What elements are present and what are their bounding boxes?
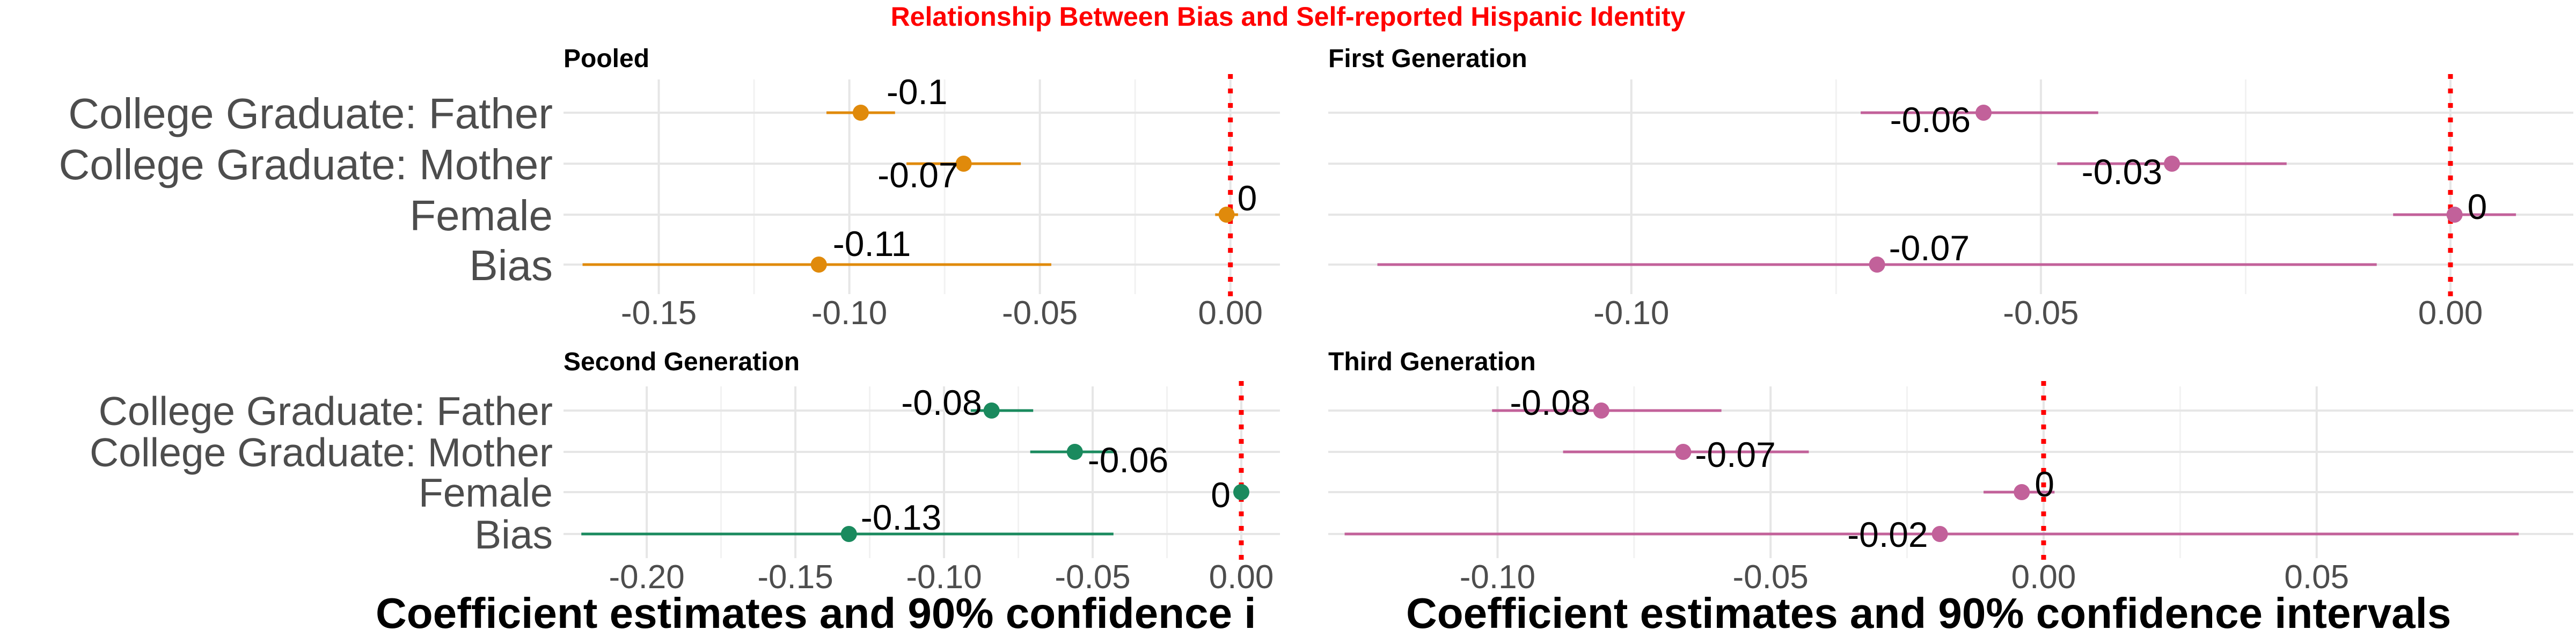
x-tick-label: -0.05	[1002, 295, 1078, 332]
value-label-female: 0	[1211, 475, 1231, 515]
x-tick-label: -0.10	[811, 295, 887, 332]
x-axis-label-left: Coefficient estimates and 90% confidence…	[376, 589, 1256, 637]
panel-title: Third Generation	[1328, 348, 1536, 376]
value-label-college-graduate-mother: -0.07	[1695, 435, 1775, 474]
value-label-bias: -0.13	[861, 497, 941, 537]
x-tick-label: 0.00	[2011, 559, 2076, 596]
point-college-graduate-mother	[2164, 156, 2180, 172]
figure-title: Relationship Between Bias and Self-repor…	[891, 2, 1686, 32]
point-female	[1233, 484, 1249, 500]
value-label-college-graduate-mother: -0.06	[1088, 440, 1168, 480]
point-bias	[810, 257, 827, 273]
x-tick-label: 0.00	[2418, 295, 2483, 332]
category-label-bias: Bias	[474, 512, 553, 557]
value-label-college-graduate-father: -0.08	[1510, 383, 1590, 422]
x-tick-label: -0.10	[906, 559, 982, 596]
point-college-graduate-mother	[1066, 444, 1083, 460]
x-tick-label: -0.20	[609, 559, 684, 596]
panel-title: Pooled	[564, 45, 649, 73]
x-tick-label: -0.05	[1055, 559, 1130, 596]
point-bias	[1869, 257, 1885, 273]
value-label-female: 0	[2035, 464, 2054, 504]
category-label-bias: Bias	[469, 241, 553, 289]
category-label-college-graduate-father: College Graduate: Father	[68, 90, 553, 137]
x-tick-label: -0.05	[2003, 295, 2079, 332]
point-bias	[1931, 526, 1948, 542]
value-label-college-graduate-father: -0.1	[887, 72, 948, 112]
x-tick-label: -0.05	[1733, 559, 1809, 596]
value-label-college-graduate-mother: -0.07	[877, 155, 958, 195]
panel-third-generation: Third Generation -0.08 -0.07 0 -0.02 -0.10 -0.…	[1328, 348, 2573, 596]
x-tick-label: -0.10	[1460, 559, 1535, 596]
category-label-college-graduate-mother: College Graduate: Mother	[90, 430, 553, 475]
point-college-graduate-mother	[1675, 444, 1692, 460]
x-tick-label: -0.15	[757, 559, 833, 596]
panel-title: Second Generation	[564, 348, 800, 376]
point-college-graduate-father	[1975, 105, 1992, 121]
point-college-graduate-father	[852, 105, 869, 121]
value-label-college-graduate-father: -0.08	[901, 383, 982, 422]
category-label-college-graduate-father: College Graduate: Father	[99, 389, 553, 434]
panel-second-generation: Second Generation College Graduate: Fathe…	[90, 348, 1280, 596]
category-label-female: Female	[419, 470, 553, 515]
x-tick-label: 0.00	[1209, 559, 1274, 596]
value-label-female: 0	[1238, 178, 1257, 218]
value-label-college-graduate-mother: -0.03	[2082, 152, 2162, 192]
point-female	[2446, 207, 2463, 223]
x-axis-label-right: Coefficient estimates and 90% confidence…	[1406, 589, 2451, 637]
point-college-graduate-father	[983, 402, 1000, 419]
x-tick-label: -0.10	[1593, 295, 1669, 332]
value-label-college-graduate-father: -0.06	[1890, 100, 1971, 140]
point-college-graduate-mother	[955, 156, 972, 172]
x-tick-label: 0.05	[2284, 559, 2349, 596]
value-label-bias: -0.11	[833, 224, 911, 264]
category-label-college-graduate-mother: College Graduate: Mother	[58, 141, 553, 188]
panel-first-generation: First Generation -0.06 -0.03 0 -0.07 -0.10 -0.…	[1328, 45, 2573, 332]
point-college-graduate-father	[1593, 402, 1609, 419]
panel-title: First Generation	[1328, 45, 1527, 73]
x-tick-label: 0.00	[1198, 295, 1263, 332]
point-bias	[840, 526, 857, 542]
value-label-bias: -0.07	[1889, 228, 1970, 268]
x-tick-label: -0.15	[621, 295, 697, 332]
category-label-female: Female	[409, 192, 553, 239]
point-female	[2014, 484, 2030, 500]
value-label-female: 0	[2468, 187, 2487, 226]
point-female	[1218, 207, 1235, 223]
value-label-bias: -0.02	[1847, 515, 1928, 554]
